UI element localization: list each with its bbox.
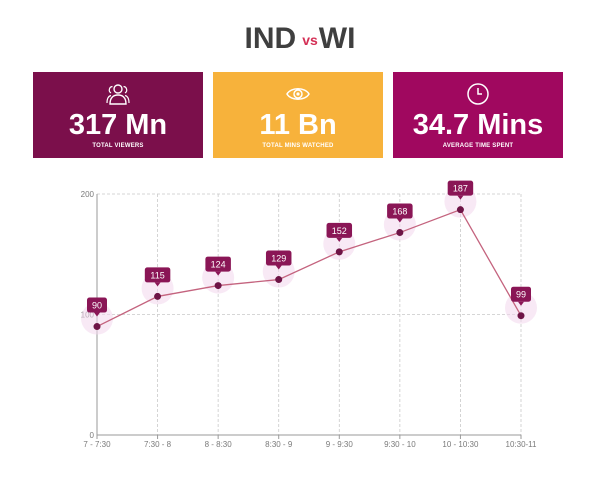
y-tick-label: 0 [90, 431, 95, 440]
data-label-box [265, 250, 292, 266]
data-point [93, 323, 101, 331]
data-label: 99 [516, 290, 526, 300]
data-label-pointer [275, 265, 282, 270]
page-title: IND vsWI [0, 22, 600, 57]
total-mins-watched-value: 11 Bn [259, 109, 337, 141]
total-viewers-value: 317 Mn [68, 109, 168, 141]
y-tick-label: 200 [81, 190, 95, 199]
data-label-box [511, 286, 531, 302]
data-point [154, 292, 162, 300]
eye-icon [286, 88, 310, 100]
data-label-pointer [518, 301, 524, 306]
clock-icon [467, 83, 489, 105]
average-time-spent-card: 34.7 Mins AVERAGE TIME SPENT [393, 72, 563, 158]
data-label-box [447, 180, 474, 196]
data-label-pointer [94, 312, 100, 317]
data-label-box [205, 256, 231, 272]
data-point [335, 248, 343, 256]
data-label: 168 [392, 207, 407, 217]
users-icon [106, 84, 130, 105]
data-point [517, 312, 525, 320]
data-point [396, 229, 404, 237]
series-line [96, 208, 522, 328]
x-tick-label: 8 - 8:30 [205, 440, 233, 449]
x-tick-label: 9 - 9:30 [326, 440, 354, 449]
team1-name: IND [244, 22, 297, 55]
total-viewers-label: TOTAL VIEWERS [92, 143, 144, 149]
x-tick-label: 10:30-11 [506, 440, 538, 449]
data-label-pointer [215, 271, 222, 276]
team2-name: WI [318, 22, 356, 55]
data-label: 90 [92, 301, 102, 311]
x-tick-label: 9:30 - 10 [384, 440, 416, 449]
data-point [275, 276, 283, 284]
data-label-pointer [336, 237, 343, 242]
total-mins-watched-label: TOTAL MINS WATCHED [262, 143, 334, 149]
total-mins-watched-card: 11 Bn TOTAL MINS WATCHED [213, 72, 383, 158]
data-label-box [144, 267, 171, 283]
x-tick-label: 7:30 - 8 [144, 440, 172, 449]
data-point [456, 206, 464, 214]
data-point [214, 282, 222, 290]
total-viewers-card: 317 Mn TOTAL VIEWERS [33, 72, 203, 158]
x-tick-label: 10 - 10:30 [442, 440, 479, 449]
x-tick-label: 7 - 7:30 [83, 440, 111, 449]
data-label: 152 [332, 226, 347, 236]
data-label-pointer [154, 282, 161, 287]
data-label-box [87, 297, 107, 313]
x-tick-label: 8:30 - 9 [265, 440, 293, 449]
data-label: 129 [271, 254, 286, 264]
data-label: 124 [211, 260, 226, 270]
data-label-box [326, 222, 353, 238]
average-time-spent-value: 34.7 Mins [412, 109, 544, 141]
data-label-box [387, 203, 413, 219]
data-label: 187 [453, 184, 468, 194]
average-time-spent-label: AVERAGE TIME SPENT [442, 143, 514, 149]
vs-text: vs [302, 32, 318, 48]
data-label-pointer [457, 195, 464, 200]
data-label-pointer [396, 218, 403, 223]
stats-cards: 317 Mn TOTAL VIEWERS 11 Bn TOTAL MINS WA… [33, 72, 567, 158]
data-label: 115 [150, 270, 164, 280]
